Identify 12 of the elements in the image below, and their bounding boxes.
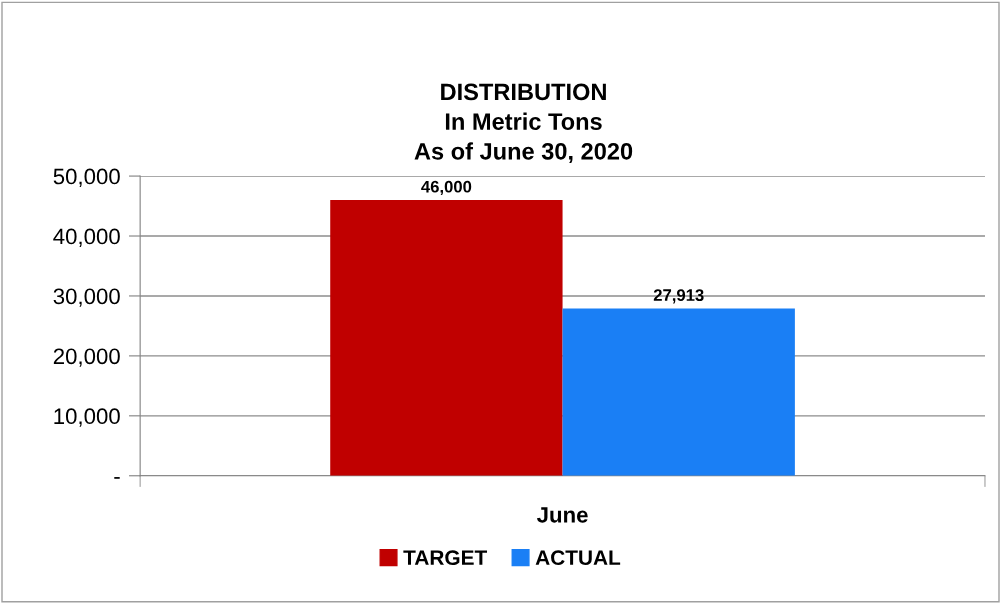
legend-label: ACTUAL (535, 550, 621, 566)
y-tick-label: 40,000 (53, 228, 120, 247)
y-tick-label: - (114, 477, 120, 479)
data-label: 46,000 (421, 180, 472, 196)
y-tick-label: 20,000 (53, 348, 120, 367)
data-label: 27,913 (653, 289, 704, 304)
chart-title: DISTRIBUTION In Metric Tons As of June 30, 2020 (414, 83, 633, 164)
y-tick-label: 30,000 (53, 288, 120, 307)
legend-label: TARGET (403, 550, 488, 566)
y-tick-label: 10,000 (54, 408, 120, 427)
x-tick-label: June (536, 507, 588, 523)
y-tick-label: 50,000 (53, 168, 120, 187)
